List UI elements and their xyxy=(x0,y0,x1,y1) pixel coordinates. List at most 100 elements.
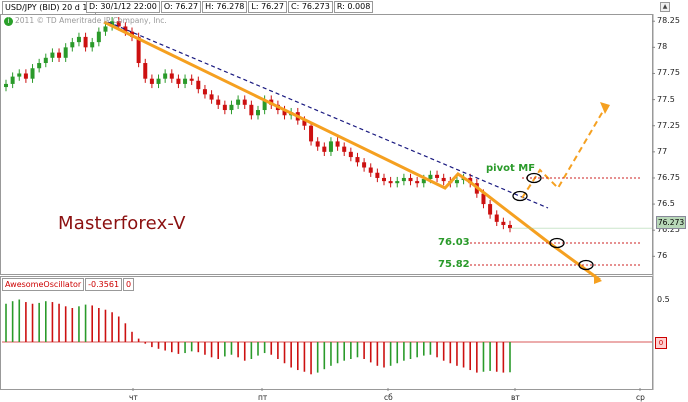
candle-body xyxy=(395,181,400,184)
candle-body xyxy=(4,83,8,88)
ao-tick-05: 0.5 xyxy=(657,295,670,304)
candle-body xyxy=(136,36,141,64)
candle-body xyxy=(37,63,42,69)
candle-body xyxy=(282,110,287,116)
scroll-up-icon[interactable]: ▲ xyxy=(660,2,670,12)
candle-body xyxy=(494,214,499,222)
candle-body xyxy=(23,73,28,79)
target-circle xyxy=(526,172,542,184)
candle-body xyxy=(302,120,307,126)
candle-body xyxy=(408,177,413,182)
date-value: D: 30/1/12 22:00 xyxy=(86,1,160,13)
candle-body xyxy=(202,89,207,95)
candle-body xyxy=(355,157,360,163)
candle-body xyxy=(435,174,440,178)
candle-body xyxy=(454,180,459,184)
oscillator-value: -0.3561 xyxy=(85,278,123,291)
symbol-label[interactable]: USD/JPY (BID) 20 d 1h xyxy=(2,1,96,15)
price-tick: 77.75 xyxy=(657,68,680,78)
candle-body xyxy=(103,26,108,32)
candle-body xyxy=(481,193,486,205)
candle-body xyxy=(421,179,426,184)
candle-body xyxy=(262,99,267,111)
low-value: L: 76.27 xyxy=(248,1,287,13)
candle-body xyxy=(309,125,314,142)
candle-body xyxy=(508,224,512,229)
candle-body xyxy=(17,73,22,77)
candle-body xyxy=(96,31,101,43)
close-value: C: 76.273 xyxy=(288,1,333,13)
candle-body xyxy=(415,181,420,184)
candle-body xyxy=(222,104,227,111)
time-tick: чт xyxy=(129,393,138,402)
price-tick: 76.25 xyxy=(657,225,680,235)
candle-body xyxy=(209,94,214,100)
target-circle xyxy=(549,237,565,249)
candle-body xyxy=(110,21,115,27)
range-value: R: 0.008 xyxy=(333,1,374,13)
candle-body xyxy=(362,162,367,168)
time-tick: пт xyxy=(258,393,268,402)
candle-body xyxy=(488,204,493,215)
candle-body xyxy=(368,167,373,173)
info-icon[interactable]: i xyxy=(4,16,13,26)
level-76-03: 76.03 xyxy=(438,237,470,248)
candle-body xyxy=(229,104,234,111)
brand-watermark: Masterforex-V xyxy=(58,213,186,234)
oscillator-header: AwesomeOscillator -0.3561 0 xyxy=(2,278,135,291)
candle-body xyxy=(57,52,62,58)
oscillator-name[interactable]: AwesomeOscillator xyxy=(2,278,85,291)
price-tick: 76.75 xyxy=(657,172,680,182)
price-tick: 77 xyxy=(657,146,668,156)
candle-body xyxy=(401,177,406,182)
candle-body xyxy=(388,181,393,184)
candle-body xyxy=(315,141,320,147)
time-tick: ср xyxy=(636,393,645,402)
candle-body xyxy=(216,99,221,105)
candle-body xyxy=(335,141,340,147)
oscillator-zero: 0 xyxy=(123,278,135,291)
price-tick: 78 xyxy=(657,42,668,52)
orange-trendline xyxy=(103,20,601,282)
candle-body xyxy=(441,177,446,182)
price-tick: 77.25 xyxy=(657,120,680,130)
candle-body xyxy=(123,26,128,32)
target-circle xyxy=(578,259,594,271)
candle-body xyxy=(382,177,386,182)
candle-body xyxy=(342,146,347,152)
dashed-trendline xyxy=(107,21,549,209)
candle-body xyxy=(43,57,48,64)
ohlc-readout: D: 30/1/12 22:00 O: 76.27 H: 76.278 L: 76.2… xyxy=(86,1,374,13)
candle-body xyxy=(63,47,68,58)
price-tick: 77.5 xyxy=(657,94,675,104)
time-tick: вт xyxy=(511,393,520,402)
candle-body xyxy=(50,52,55,58)
candle-body xyxy=(348,151,353,158)
candle-body xyxy=(183,78,188,84)
candle-body xyxy=(236,99,241,105)
candle-body xyxy=(428,174,433,180)
ao-zero-badge: 0 xyxy=(655,337,667,349)
candle-body xyxy=(116,21,121,27)
candle-body xyxy=(249,104,254,116)
high-value: H: 76.278 xyxy=(202,1,248,13)
candle-body xyxy=(30,68,35,79)
candle-body xyxy=(169,73,174,79)
candle-body xyxy=(322,146,327,152)
trend-arrow-icon xyxy=(594,274,602,284)
candle-body xyxy=(375,172,380,178)
price-tick: 78.25 xyxy=(657,16,680,26)
price-tick: 76.5 xyxy=(657,199,675,209)
pivot-label: pivot MF xyxy=(486,163,536,174)
candle-body xyxy=(149,78,154,84)
candle-body xyxy=(176,78,181,84)
candle-body xyxy=(156,78,161,84)
candle-body xyxy=(196,80,201,90)
projection-arrow-icon xyxy=(600,102,610,114)
candle-body xyxy=(242,99,247,105)
candle-body xyxy=(189,78,194,81)
current-price-badge: 76.273 xyxy=(656,216,686,229)
candle-body xyxy=(143,63,148,79)
candle-body xyxy=(256,110,260,116)
